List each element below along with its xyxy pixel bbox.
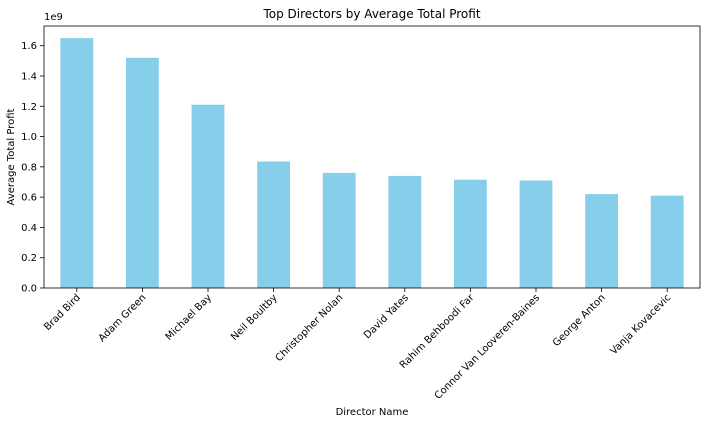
plot-border <box>43 25 701 289</box>
plot-frame <box>43 25 701 289</box>
x-tick-label: Michael Bay <box>164 292 215 343</box>
x-axis: Brad Bird Adam Green Michael Bay Neil Boult… <box>42 288 673 402</box>
bar <box>650 195 684 288</box>
x-tick-label: Brad Bird <box>42 292 83 333</box>
bar <box>257 161 290 288</box>
bar <box>388 175 422 288</box>
bar <box>60 38 94 289</box>
x-tick-label: George Anton <box>551 292 608 349</box>
bar <box>322 172 356 288</box>
x-tick-label: Christopher Nolan <box>274 292 346 364</box>
bar <box>519 180 553 288</box>
y-tick-label: 1.4 <box>21 71 37 82</box>
y-scale-label: 1e9 <box>44 12 63 23</box>
y-tick-label: 0.2 <box>21 253 37 264</box>
bars-layer <box>60 38 684 289</box>
y-tick-label: 0.4 <box>21 223 37 234</box>
y-tick-label: 0.6 <box>21 193 37 204</box>
x-axis-label: Director Name <box>336 407 409 418</box>
x-tick-label: Connor Van Looveren-Baines <box>433 292 542 401</box>
bar <box>454 179 487 288</box>
y-tick-label: 0.8 <box>21 162 37 173</box>
y-tick-label: 1.6 <box>21 41 37 52</box>
y-axis-label: Average Total Profit <box>6 108 17 205</box>
x-tick-label: Rahim Behboodi Far <box>398 292 477 371</box>
bar <box>126 57 159 288</box>
chart-title: Top Directors by Average Total Profit <box>262 7 480 21</box>
x-tick-label: Adam Green <box>97 292 149 344</box>
y-axis: 0.0 0.2 0.4 0.6 0.8 1.0 1.2 1.4 1.6 <box>21 41 44 295</box>
y-tick-label: 1.2 <box>21 102 37 113</box>
x-tick-label: David Yates <box>362 292 411 341</box>
y-tick-label: 0.0 <box>21 284 37 295</box>
y-tick-label: 1.0 <box>21 132 37 143</box>
bar <box>191 104 225 289</box>
x-tick-label: Vanja Kovacevic <box>608 292 673 357</box>
x-tick-label: Neil Boultby <box>229 292 280 343</box>
bar <box>585 194 618 288</box>
